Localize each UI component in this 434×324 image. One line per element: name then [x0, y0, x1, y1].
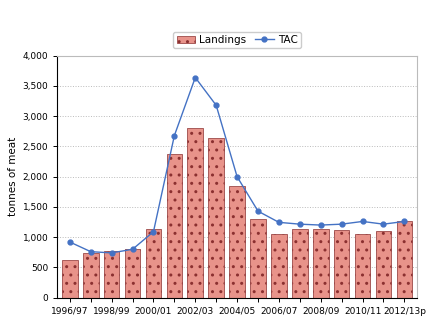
Y-axis label: tonnes of meat: tonnes of meat [8, 137, 18, 216]
Bar [354, 234, 369, 298]
Bar [396, 221, 411, 298]
Bar [125, 249, 140, 298]
Bar [166, 154, 182, 298]
Bar [375, 230, 391, 298]
Legend: Landings, TAC: Landings, TAC [173, 32, 300, 48]
Bar [333, 230, 349, 298]
Bar [187, 128, 203, 298]
Bar [83, 253, 99, 298]
Bar [229, 186, 244, 298]
Bar [312, 229, 328, 298]
Bar [208, 138, 224, 298]
Bar [270, 234, 286, 298]
Bar [104, 251, 119, 298]
Bar [145, 229, 161, 298]
Bar [291, 229, 307, 298]
Bar [62, 260, 78, 298]
Bar [250, 219, 265, 298]
